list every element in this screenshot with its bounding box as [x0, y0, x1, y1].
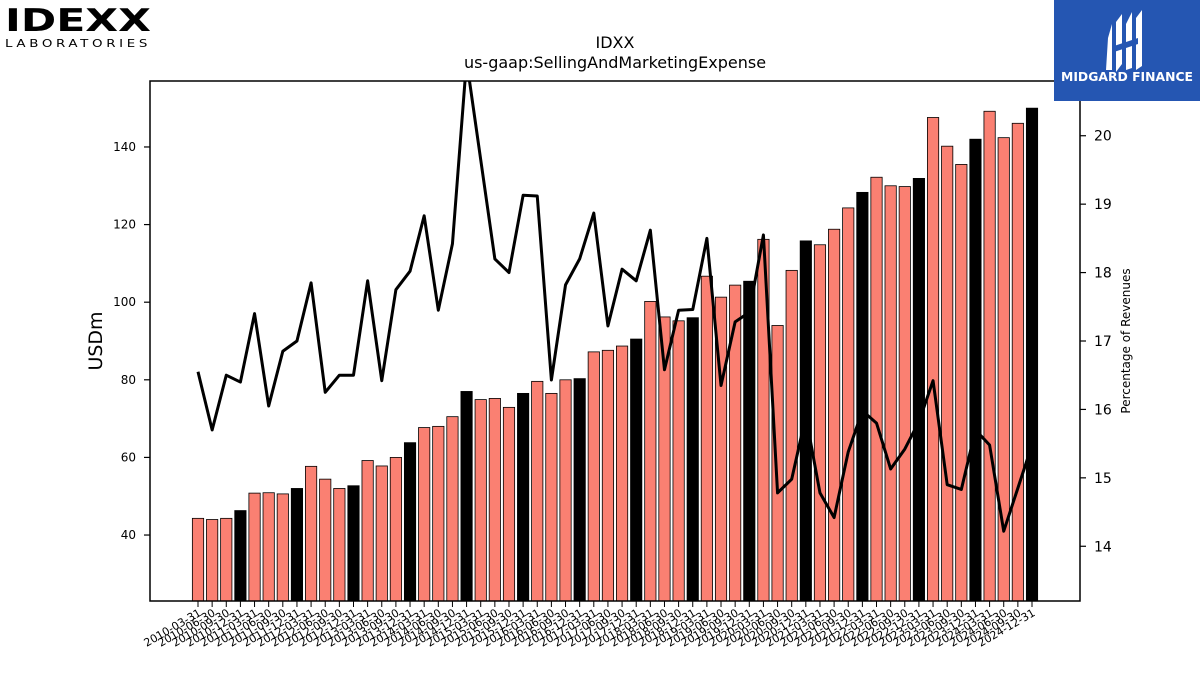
bar-2012-12-31: [347, 485, 360, 602]
bar-2014-09-30: [446, 416, 459, 602]
idexx-logo-sub: LABORATORIES: [5, 37, 151, 50]
bar-2010-12-31: [234, 510, 247, 602]
bar-2024-12-31: [1025, 107, 1039, 602]
bar-2014-12-31: [460, 391, 473, 602]
bar-2018-12-31: [686, 317, 699, 602]
chart-title: IDXX: [596, 33, 635, 52]
chart-subtitle: us-gaap:SellingAndMarketingExpense: [464, 53, 766, 72]
bar-2019-09-30: [729, 284, 742, 602]
y2-tick-label: 20: [1094, 129, 1112, 145]
bar-2021-03-31: [813, 244, 827, 602]
percentage-line: [196, 81, 1034, 533]
bar-2014-03-31: [418, 427, 431, 602]
bar-2021-09-30: [842, 207, 855, 602]
y-axis-right: 14 15 16 17 18 19 20: [1080, 129, 1112, 555]
y-tick-label: 80: [121, 373, 136, 387]
bar-2016-06-30: [545, 392, 558, 602]
bar-2015-09-30: [502, 406, 516, 602]
bar-2013-03-31: [361, 460, 374, 602]
bar-2017-03-31: [587, 351, 600, 602]
bar-2024-03-31: [983, 110, 996, 602]
bar-2016-12-31: [573, 378, 586, 602]
y-tick-label: 60: [121, 450, 136, 464]
plot-frame: [149, 80, 1081, 602]
bar-2011-12-31: [290, 488, 304, 602]
y-tick-label: 120: [113, 218, 136, 232]
bar-2013-12-31: [403, 442, 417, 602]
bar-2010-06-30: [206, 519, 219, 602]
y2-axis-label: Percentage of Revenues: [1119, 268, 1133, 413]
bar-2017-12-31: [630, 338, 643, 602]
bar-2023-12-31: [969, 138, 982, 602]
bar-2015-03-31: [474, 399, 487, 602]
y-tick-label: 40: [121, 528, 136, 542]
line-series: [196, 81, 1034, 533]
bar-2015-12-31: [517, 392, 530, 602]
bar-2021-12-31: [856, 191, 869, 602]
bar-2022-03-31: [870, 176, 883, 602]
bar-series: [191, 107, 1039, 602]
y2-tick-label: 18: [1094, 266, 1112, 282]
y2-tick-label: 15: [1094, 471, 1112, 487]
bar-2022-09-30: [898, 186, 911, 602]
bar-2017-09-30: [616, 345, 629, 602]
idexx-logo-name: IDEXX: [5, 4, 151, 39]
bar-2023-09-30: [955, 164, 968, 602]
y-axis-label: USDm: [85, 311, 107, 370]
y2-tick-label: 17: [1094, 334, 1112, 350]
bar-2013-09-30: [389, 457, 402, 602]
bar-2011-06-30: [262, 492, 275, 602]
bar-2021-06-30: [828, 228, 841, 602]
bar-2014-06-30: [432, 425, 445, 602]
y2-tick-label: 14: [1094, 539, 1112, 555]
bar-2023-03-31: [927, 117, 940, 602]
bar-2012-03-31: [305, 465, 318, 602]
bar-2018-09-30: [672, 320, 685, 602]
bar-2013-06-30: [375, 465, 388, 602]
bar-2011-03-31: [248, 492, 261, 602]
y2-tick-label: 16: [1094, 402, 1112, 418]
midgard-emblem-icon: [1106, 10, 1142, 72]
bar-2012-09-30: [333, 488, 346, 602]
bar-2022-06-30: [884, 185, 897, 602]
bar-2019-12-31: [743, 280, 756, 602]
bar-2010-09-30: [220, 517, 233, 602]
y-tick-label: 100: [113, 295, 136, 309]
bar-2020-06-30: [771, 325, 784, 602]
midgard-logo-text: MIDGARD FINANCE: [1061, 70, 1193, 84]
bar-2015-06-30: [488, 398, 501, 602]
idexx-logo: IDEXX LABORATORIES: [5, 3, 155, 52]
x-axis: 2010-03-312010-06-302010-09-302010-12-31…: [142, 601, 1038, 650]
bar-2019-03-31: [700, 275, 713, 602]
bar-2016-09-30: [559, 379, 572, 602]
y-tick-label: 140: [113, 140, 136, 154]
bar-2023-06-30: [941, 145, 954, 602]
bar-2020-09-30: [785, 269, 798, 602]
bar-2017-06-30: [601, 349, 614, 602]
bar-2018-03-31: [644, 301, 657, 602]
bar-2016-03-31: [531, 380, 544, 602]
y-axis-left: 40 60 80 100 120 140: [113, 140, 150, 542]
bar-2011-09-30: [276, 493, 289, 602]
bar-2010-03-31: [191, 517, 205, 602]
y2-tick-label: 19: [1094, 197, 1112, 213]
bar-2024-09-30: [1011, 122, 1024, 602]
midgard-finance-logo: MIDGARD FINANCE: [1054, 0, 1200, 101]
bar-2012-06-30: [319, 478, 332, 602]
bar-2022-12-31: [912, 177, 925, 602]
